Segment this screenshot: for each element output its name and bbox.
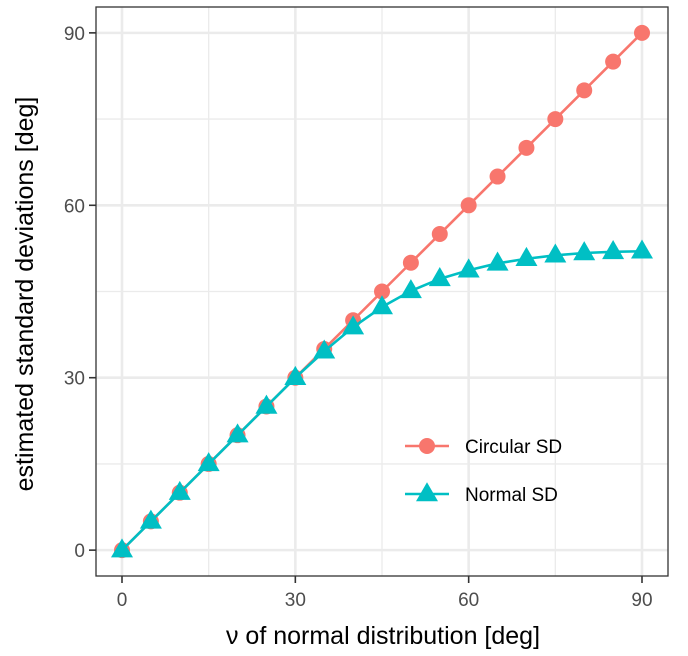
series-normal-sd — [111, 239, 653, 558]
major-gridlines — [96, 7, 668, 576]
data-point — [111, 538, 133, 558]
x-axis-ticks: 0 30 60 90 — [117, 576, 653, 611]
x-tick-label: 30 — [285, 590, 306, 611]
legend-key-marker — [416, 482, 438, 502]
y-tick-label: 60 — [64, 196, 85, 217]
x-tick-label: 90 — [631, 590, 652, 611]
data-point — [342, 315, 365, 335]
data-point — [226, 423, 249, 443]
legend-key-marker — [419, 438, 435, 454]
data-point — [573, 241, 596, 261]
data-point — [139, 509, 162, 529]
legend: Circular SD Normal SD — [405, 437, 562, 506]
x-tick-label: 0 — [117, 590, 128, 611]
data-point — [428, 267, 451, 287]
data-point — [197, 452, 220, 472]
data-point — [518, 139, 535, 156]
data-point — [605, 53, 622, 70]
data-point — [631, 239, 653, 259]
data-point — [402, 254, 419, 271]
data-point — [399, 279, 422, 299]
data-point — [371, 295, 393, 315]
data-point — [460, 197, 477, 214]
legend-label: Circular SD — [465, 437, 562, 458]
data-point — [486, 251, 509, 271]
data-point — [284, 365, 307, 385]
data-point — [515, 246, 538, 266]
data-point — [634, 24, 650, 41]
data-point — [374, 283, 390, 300]
data-point — [489, 168, 506, 185]
panel-border — [95, 6, 669, 577]
y-tick-label: 90 — [64, 24, 85, 45]
x-tick-label: 60 — [458, 590, 479, 611]
data-point — [547, 111, 564, 128]
legend-item: Normal SD — [405, 482, 558, 506]
y-axis-ticks: 0 30 60 90 — [64, 24, 96, 562]
series-layer — [111, 24, 653, 559]
data-point — [544, 243, 567, 263]
data-point — [313, 339, 336, 359]
data-point — [576, 82, 593, 99]
y-tick-label: 30 — [64, 369, 85, 390]
y-axis-title: estimated standard deviations [deg] — [11, 97, 39, 492]
y-tick-label: 0 — [74, 541, 85, 562]
data-point — [457, 258, 480, 278]
legend-label: Normal SD — [465, 485, 558, 506]
data-point — [168, 480, 191, 500]
data-point — [431, 226, 448, 243]
data-point — [602, 240, 625, 260]
legend-item: Circular SD — [405, 437, 562, 458]
x-axis-title: ν of normal distribution [deg] — [226, 622, 540, 650]
data-point — [255, 394, 278, 414]
